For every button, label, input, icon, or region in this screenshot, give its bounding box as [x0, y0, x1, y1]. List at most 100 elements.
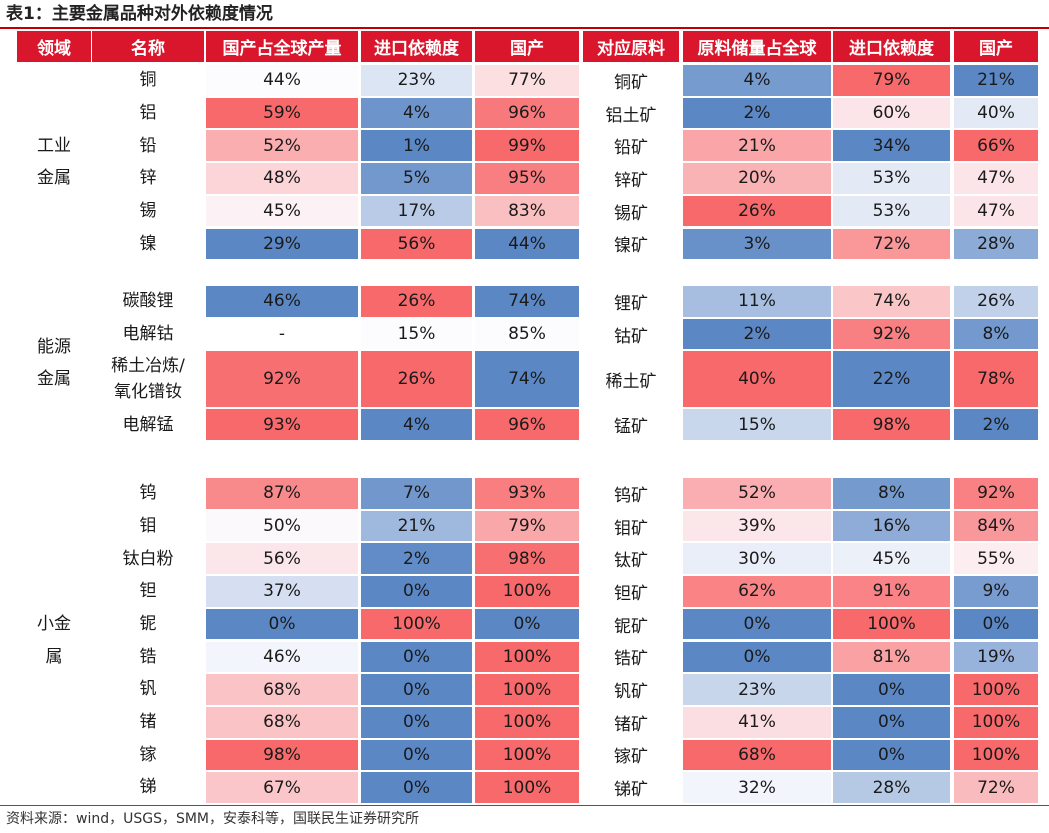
share-cell: 48%: [206, 163, 358, 194]
raw-domestic-cell: 2%: [954, 409, 1038, 441]
column-header: 国产: [475, 31, 579, 62]
raw-import-dependency-cell: 92%: [833, 318, 950, 350]
column-header: 名称: [92, 31, 204, 62]
raw-import-dependency-cell: 74%: [833, 286, 950, 317]
bottom-rule: [0, 805, 1049, 806]
title-rule: [0, 27, 1049, 29]
import-dependency-cell: 0%: [361, 739, 472, 771]
raw-import-dependency-cell: 98%: [833, 409, 950, 441]
import-dependency-cell: 0%: [361, 641, 472, 673]
metal-name: 钨: [139, 483, 157, 504]
import-dependency-cell: 56%: [361, 228, 472, 260]
raw-material-name: 锆矿: [614, 649, 648, 670]
raw-domestic-cell: 84%: [954, 510, 1038, 542]
column-header: 领域: [17, 31, 91, 62]
share-cell: 59%: [206, 97, 358, 129]
raw-import-dependency-cell: 28%: [833, 772, 950, 803]
column-header: 原料储量占全球: [683, 31, 831, 62]
raw-material-name: 钼矿: [614, 518, 648, 539]
raw-material-name: 钨矿: [614, 485, 648, 506]
domain-label: 工业 金属: [37, 135, 71, 189]
share-cell: 93%: [206, 409, 358, 441]
raw-import-dependency-cell: 79%: [833, 65, 950, 96]
column-header: 国产占全球产量: [206, 31, 358, 62]
raw-domestic-cell: 0%: [954, 608, 1038, 640]
raw-domestic-cell: 47%: [954, 163, 1038, 194]
raw-import-dependency-cell: 100%: [833, 608, 950, 640]
raw-domestic-cell: 19%: [954, 641, 1038, 673]
raw-material-name: 钒矿: [614, 682, 648, 703]
raw-domestic-cell: 100%: [954, 674, 1038, 705]
table-title: 表1：主要金属品种对外依赖度情况: [6, 4, 273, 24]
raw-import-dependency-cell: 0%: [833, 674, 950, 705]
raw-reserve-cell: 15%: [683, 409, 831, 441]
import-dependency-cell: 26%: [361, 351, 472, 408]
import-dependency-cell: 17%: [361, 195, 472, 227]
raw-reserve-cell: 32%: [683, 772, 831, 803]
share-cell: 87%: [206, 478, 358, 509]
raw-reserve-cell: 39%: [683, 510, 831, 542]
domestic-cell: 74%: [475, 286, 579, 317]
share-cell: 56%: [206, 543, 358, 575]
raw-material-name: 锗矿: [614, 714, 648, 735]
metal-name: 铅: [139, 135, 157, 156]
domestic-cell: 100%: [475, 576, 579, 607]
raw-reserve-cell: 4%: [683, 65, 831, 96]
raw-import-dependency-cell: 45%: [833, 543, 950, 575]
domain-label: 小金 属: [37, 614, 71, 667]
raw-reserve-cell: 0%: [683, 608, 831, 640]
raw-domestic-cell: 47%: [954, 195, 1038, 227]
domestic-cell: 79%: [475, 510, 579, 542]
share-cell: 98%: [206, 739, 358, 771]
raw-material-name: 钴矿: [614, 326, 648, 347]
metal-name: 锡: [139, 200, 157, 221]
raw-import-dependency-cell: 60%: [833, 97, 950, 129]
raw-domestic-cell: 55%: [954, 543, 1038, 575]
domestic-cell: 74%: [475, 351, 579, 408]
column-header: 进口依赖度: [833, 31, 950, 62]
raw-domestic-cell: 26%: [954, 286, 1038, 317]
raw-material-name: 钽矿: [614, 583, 648, 604]
raw-reserve-cell: 11%: [683, 286, 831, 317]
import-dependency-cell: 1%: [361, 130, 472, 162]
raw-import-dependency-cell: 34%: [833, 130, 950, 162]
raw-import-dependency-cell: 81%: [833, 641, 950, 673]
import-dependency-cell: 26%: [361, 286, 472, 317]
raw-material-name: 稀土矿: [605, 371, 657, 392]
source-note: 资料来源：wind，USGS，SMM，安泰科等，国联民生证券研究所: [6, 811, 420, 827]
raw-reserve-cell: 21%: [683, 130, 831, 162]
metal-name: 锑: [139, 777, 157, 798]
raw-material-name: 钛矿: [614, 551, 648, 572]
import-dependency-cell: 2%: [361, 543, 472, 575]
import-dependency-cell: 5%: [361, 163, 472, 194]
raw-import-dependency-cell: 53%: [833, 195, 950, 227]
raw-reserve-cell: 41%: [683, 706, 831, 738]
raw-reserve-cell: 40%: [683, 351, 831, 408]
share-cell: 52%: [206, 130, 358, 162]
metal-name: 锌: [139, 168, 157, 189]
share-cell: 44%: [206, 65, 358, 96]
domestic-cell: 44%: [475, 228, 579, 260]
raw-reserve-cell: 52%: [683, 478, 831, 509]
share-cell: 29%: [206, 228, 358, 260]
metal-name: 锗: [139, 712, 157, 733]
import-dependency-cell: 0%: [361, 674, 472, 705]
domestic-cell: 85%: [475, 318, 579, 350]
metal-name: 镍: [139, 233, 157, 254]
metal-name: 铝: [139, 102, 157, 123]
raw-material-name: 铌矿: [614, 616, 648, 637]
domestic-cell: 96%: [475, 409, 579, 441]
raw-material-name: 锌矿: [614, 170, 648, 191]
raw-import-dependency-cell: 72%: [833, 228, 950, 260]
raw-domestic-cell: 28%: [954, 228, 1038, 260]
raw-domestic-cell: 92%: [954, 478, 1038, 509]
metal-name: 钒: [139, 679, 157, 700]
raw-reserve-cell: 23%: [683, 674, 831, 705]
raw-reserve-cell: 2%: [683, 318, 831, 350]
share-cell: -: [206, 318, 358, 350]
raw-import-dependency-cell: 0%: [833, 706, 950, 738]
import-dependency-cell: 0%: [361, 772, 472, 803]
column-header: 对应原料: [583, 31, 679, 62]
domestic-cell: 100%: [475, 641, 579, 673]
raw-reserve-cell: 68%: [683, 739, 831, 771]
